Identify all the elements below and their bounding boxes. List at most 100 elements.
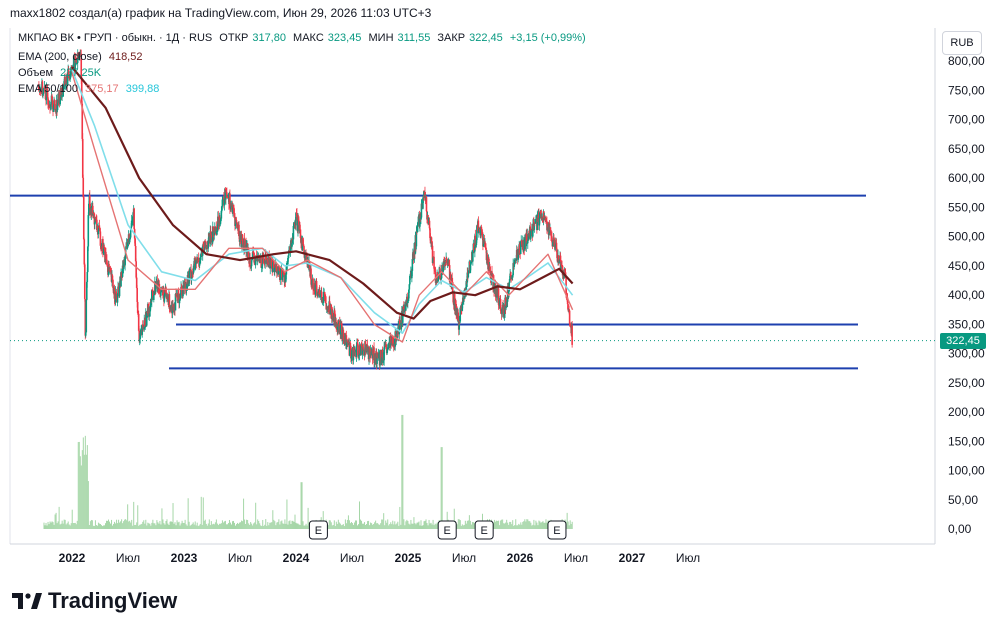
candle-body	[499, 299, 502, 311]
candle-body	[427, 222, 430, 224]
price-tick-label: 450,00	[948, 259, 985, 273]
candle-body	[166, 296, 169, 300]
candle-body	[507, 291, 510, 296]
candle-body	[357, 343, 359, 356]
candle-body	[206, 245, 209, 249]
low-value: 311,55	[397, 32, 431, 44]
candle-body	[360, 343, 363, 346]
candle-body	[120, 272, 123, 277]
candle-body	[373, 361, 376, 363]
candle-body	[550, 230, 552, 236]
candle-body	[190, 269, 192, 280]
candle-body	[151, 290, 153, 302]
candle-body	[561, 265, 563, 267]
candle-body	[136, 287, 138, 303]
candle-body	[227, 195, 229, 199]
candle-body	[63, 81, 65, 90]
candle-body	[114, 291, 117, 303]
candle-body	[281, 269, 283, 280]
candle-body	[482, 238, 485, 247]
earnings-marker-label: E	[553, 525, 560, 537]
candle-body	[160, 291, 163, 293]
candle-body	[433, 268, 436, 271]
candle-body	[519, 241, 522, 255]
candle-body	[459, 307, 462, 322]
candle-body	[327, 307, 329, 310]
candle-body	[485, 247, 487, 250]
candle-body	[160, 291, 162, 296]
candle-body	[117, 286, 119, 295]
legend-ohlc-row: МКПАО ВК • ГРУП · обыкн. · 1Д · RUS ОТКР…	[18, 32, 590, 44]
candle-body	[327, 309, 330, 311]
earnings-marker-label: E	[480, 525, 487, 537]
earnings-marker-box	[437, 520, 457, 540]
candle-body	[382, 357, 384, 363]
ema200-label: EMA (200, close)	[18, 51, 102, 63]
candle-body	[128, 238, 131, 241]
candle-body	[75, 60, 78, 64]
candles	[37, 49, 573, 371]
time-tick-label: Июл	[564, 551, 588, 565]
candle-body	[84, 298, 87, 336]
candle-body	[545, 220, 548, 222]
candle-body	[512, 263, 514, 276]
candle-body	[445, 257, 448, 262]
candle-body	[299, 224, 301, 230]
legend-volume-row: Объем 237,25K	[18, 67, 105, 79]
candle-body	[247, 248, 250, 259]
candle-body	[287, 255, 290, 258]
price-tick-label: 400,00	[948, 288, 985, 302]
candle-body	[103, 247, 105, 253]
candle-body	[135, 277, 138, 288]
candle-body	[333, 310, 336, 322]
candle-body	[311, 280, 313, 286]
time-tick-label: 2024	[283, 551, 310, 565]
legend-ema-pair-row: EMA 50/100 375,17 399,88	[18, 83, 163, 95]
candle-body	[41, 81, 44, 95]
candle-body	[38, 85, 40, 89]
candle-body	[530, 230, 533, 232]
candle-body	[380, 352, 382, 363]
candle-body	[264, 254, 267, 261]
candle-body	[93, 213, 96, 225]
candle-body	[256, 256, 259, 260]
currency-button[interactable]: RUB	[942, 31, 982, 55]
candle-body	[532, 230, 534, 237]
candle-body	[478, 227, 480, 234]
candle-body	[476, 225, 478, 241]
candle-body	[444, 260, 446, 265]
candle-body	[354, 350, 356, 353]
candle-body	[508, 279, 511, 283]
candle-body	[134, 238, 136, 246]
candle-body	[457, 312, 460, 320]
candle-body	[448, 262, 450, 266]
candle-body	[115, 293, 118, 300]
candle-body	[474, 235, 477, 247]
candle-body	[230, 205, 233, 207]
candle-body	[216, 227, 219, 232]
candle-body	[381, 349, 384, 363]
candle-body	[550, 235, 553, 237]
candle-body	[324, 296, 327, 304]
candle-body	[225, 192, 227, 200]
candle-body	[568, 309, 570, 311]
tradingview-brand[interactable]: TradingView	[12, 588, 177, 614]
candle-body	[200, 253, 202, 255]
candle-body	[285, 274, 287, 282]
candle-body	[223, 199, 226, 206]
candle-body	[102, 239, 104, 253]
candle-body	[276, 270, 279, 274]
candle-body	[488, 258, 490, 271]
candle-body	[198, 261, 201, 266]
candle-body	[210, 234, 213, 242]
candle-body	[83, 239, 86, 265]
candle-body	[317, 292, 320, 294]
candle-body	[141, 324, 144, 335]
candle-body	[115, 291, 117, 294]
candle-body	[288, 249, 291, 251]
candle-body	[319, 293, 322, 298]
candle-body	[159, 293, 161, 295]
candle-body	[139, 332, 142, 334]
candle-body	[440, 270, 443, 279]
